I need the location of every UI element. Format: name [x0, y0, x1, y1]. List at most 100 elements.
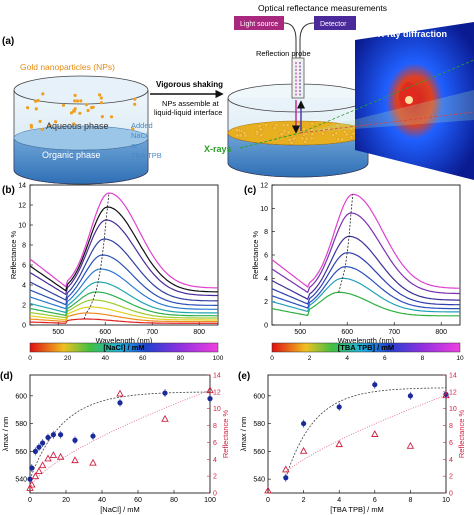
x-tick-label: 700	[146, 329, 158, 336]
lambda-trend-curve	[29, 391, 210, 480]
reflectance-point	[26, 484, 34, 491]
added-label: Added	[131, 121, 153, 130]
lambda-point	[90, 433, 96, 439]
left-beaker	[13, 75, 149, 185]
right-y-tick-label: 12	[449, 389, 457, 396]
y-axis-label: Reflectance %	[9, 230, 18, 279]
reflectance-point	[264, 486, 272, 494]
x-tick-label: 8	[408, 497, 412, 504]
right-y-tick-label: 6	[449, 440, 453, 447]
interface-nanoparticle	[255, 129, 260, 134]
nanoparticle-dot	[48, 124, 52, 128]
nanoparticle-dot	[40, 127, 44, 132]
interface-nanoparticle	[281, 122, 286, 127]
y-tick-label: 10	[18, 223, 26, 230]
nanoparticle-dot	[91, 105, 95, 109]
organic-phase-label: Organic phase	[42, 150, 101, 160]
reflectance-trend-curve	[285, 394, 447, 472]
reflectance-point	[282, 465, 290, 473]
right-y-tick-label: 10	[213, 406, 221, 413]
lambda-point	[72, 437, 78, 443]
reflectance-point	[206, 386, 214, 394]
nanoparticle-dot	[73, 107, 77, 111]
interface-nanoparticle	[335, 123, 340, 128]
interface-nanoparticle	[296, 122, 301, 127]
x-tick-label: 80	[170, 497, 178, 504]
spectrum-line	[29, 206, 219, 293]
spectrum-line	[271, 266, 460, 310]
colorbar-tick-label: 20	[64, 355, 72, 362]
left-y-axis-label: λmax / nm	[1, 417, 10, 452]
colorbar-tick-label: 6	[383, 355, 387, 362]
x-tick-label: 800	[435, 329, 447, 336]
right-y-tick-label: 0	[449, 491, 453, 498]
interface-nanoparticle	[264, 123, 269, 128]
colorbar-tick-label: 8	[421, 355, 425, 362]
nanoparticle-dot	[73, 99, 77, 103]
colorbar-tick-label: 0	[270, 355, 274, 362]
nanoparticle-dot	[133, 102, 137, 106]
reflectance-point	[28, 480, 36, 488]
left-y-tick-label: 560	[15, 449, 27, 456]
panel-label: (c)	[244, 185, 256, 196]
left-y-axis-label: λmax / nm	[239, 417, 248, 452]
reflectance-point	[71, 456, 79, 464]
lambda-point	[336, 404, 342, 410]
nanoparticle-dot	[73, 93, 77, 97]
lambda-point	[27, 476, 33, 482]
y-axis-label: Reflectance %	[251, 230, 260, 279]
nanoparticle-dot	[29, 125, 33, 129]
lambda-point	[40, 440, 46, 446]
light-source-box	[234, 16, 284, 30]
left-y-tick-label: 540	[253, 477, 265, 484]
nanoparticle-dot	[100, 115, 104, 119]
interface-nanoparticle	[257, 124, 262, 129]
spectrum-line	[29, 291, 218, 317]
colorbar	[271, 342, 461, 353]
spectrum-line	[29, 238, 218, 302]
nanoparticle-dot	[85, 103, 89, 107]
left-y-tick-label: 560	[253, 449, 265, 456]
left-y-tick-label: 600	[15, 393, 27, 400]
nanoparticle-dot	[99, 101, 103, 105]
shaking-label: Vigorous shaking	[156, 80, 223, 89]
plot-frame	[29, 374, 211, 494]
right-y-axis-label: Reflectance %	[457, 409, 466, 458]
panel-d-chart: (d) 540 560 580 600 0 2 4 6 8 10 12 14 0 20 40 60 80 100 [N…	[0, 371, 230, 514]
lambda-point	[117, 400, 123, 406]
x-axis-label: [TBA TPB] / mM	[330, 505, 384, 514]
interface-nanoparticle	[238, 133, 243, 138]
nanoparticle-dot	[41, 92, 45, 96]
right-y-tick-label: 4	[213, 457, 217, 464]
y-tick-label: 4	[264, 276, 268, 283]
lambda-trend-curve	[285, 387, 447, 478]
nanoparticle-dot	[69, 111, 74, 115]
interface-nanoparticle	[242, 131, 247, 136]
plot-frame	[29, 184, 219, 326]
interface-nanoparticle	[259, 133, 264, 138]
right-y-tick-label: 4	[449, 457, 453, 464]
peak-trend-line	[338, 194, 354, 293]
interface-nanoparticle	[289, 140, 294, 145]
nanoparticle-dot	[54, 120, 58, 124]
tbatpb-label: TBA TPB	[131, 151, 162, 160]
panel-a-label: (a)	[2, 36, 14, 47]
colorbar	[29, 342, 219, 353]
y-tick-label: 12	[260, 183, 268, 190]
interface-nanoparticle	[320, 131, 325, 136]
nanoparticle-dot	[86, 108, 90, 113]
panel-label: (b)	[2, 185, 15, 196]
panel-c-chart: (c) 0 2 4 6 8 10 12 500 600 700 800 Wavelength (nm) R…	[244, 183, 464, 363]
x-axis-label: [NaCl] / mM	[100, 505, 140, 514]
spectrum-line	[29, 312, 218, 323]
spectrum-line	[29, 254, 218, 306]
right-y-tick-label: 8	[449, 423, 453, 430]
spectrum-line	[29, 192, 218, 289]
nanoparticle-dot	[72, 122, 76, 126]
lambda-point	[207, 396, 213, 402]
interface-nanoparticle	[282, 128, 287, 133]
reflectance-point	[56, 452, 65, 460]
reflectance-point	[116, 389, 124, 397]
interface-nanoparticle	[310, 132, 315, 137]
